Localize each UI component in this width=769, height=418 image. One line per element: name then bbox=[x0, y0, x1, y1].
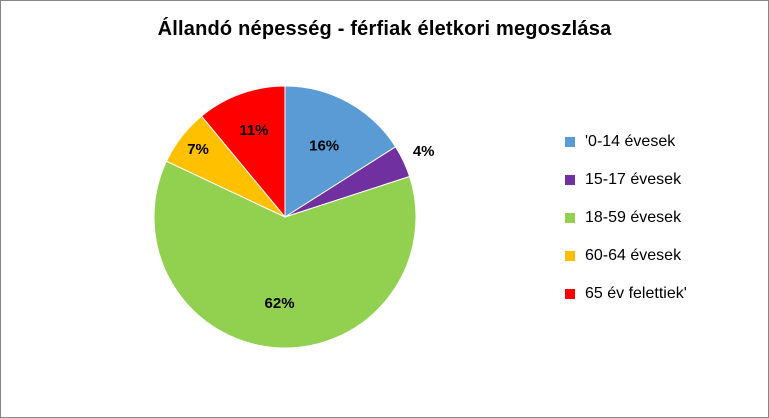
legend-label: 18-59 évesek bbox=[585, 209, 682, 226]
legend-label: 60-64 évesek bbox=[585, 247, 682, 264]
pie-slice bbox=[200, 85, 286, 219]
slice-data-label: 11% bbox=[239, 122, 268, 139]
legend-item: '0-14 évesek bbox=[565, 123, 687, 161]
legend-swatch bbox=[565, 137, 575, 147]
legend-label: 65 év felettiek' bbox=[585, 285, 687, 302]
slice-data-label: 4% bbox=[413, 143, 435, 160]
chart-title: Állandó népesség - férfiak életkori mego… bbox=[157, 18, 612, 40]
legend-item: 18-59 évesek bbox=[565, 199, 687, 237]
legend-item: 60-64 évesek bbox=[565, 237, 687, 275]
legend-label: '0-14 évesek bbox=[585, 133, 676, 150]
legend-swatch bbox=[565, 213, 575, 223]
legend-item: 65 év felettiek' bbox=[565, 275, 687, 313]
legend: '0-14 évesek 15-17 évesek 18-59 évesek 6… bbox=[565, 123, 687, 313]
slice-data-label: 7% bbox=[187, 141, 209, 158]
legend-swatch bbox=[565, 289, 575, 299]
legend-swatch bbox=[565, 251, 575, 261]
slice-data-label: 62% bbox=[265, 295, 295, 312]
legend-label: 15-17 évesek bbox=[585, 171, 682, 188]
pie-slice bbox=[153, 160, 417, 349]
slice-data-label: 16% bbox=[309, 137, 339, 154]
legend-item: 15-17 évesek bbox=[565, 161, 687, 199]
legend-swatch bbox=[565, 175, 575, 185]
pie-slice bbox=[284, 85, 397, 218]
